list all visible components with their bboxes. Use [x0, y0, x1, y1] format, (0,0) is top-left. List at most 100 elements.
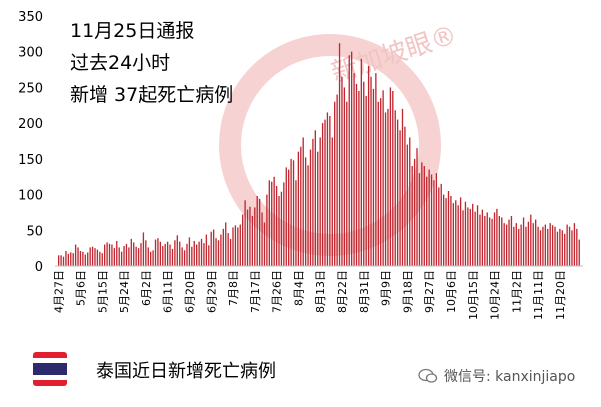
bar	[365, 96, 367, 266]
x-tick-label: 11月20日	[554, 270, 567, 320]
wechat-account: 微信号: kanxinjiapo	[418, 366, 575, 386]
x-tick-label: 9月18日	[401, 270, 414, 313]
bar	[438, 187, 440, 266]
bar	[515, 223, 517, 266]
wechat-id: 微信号: kanxinjiapo	[444, 369, 576, 385]
bar	[135, 246, 137, 266]
bar	[120, 251, 123, 266]
bar	[273, 176, 275, 266]
x-tick-label: 7月26日	[271, 270, 284, 313]
bar	[222, 228, 224, 266]
bar	[113, 248, 116, 266]
bars	[58, 43, 580, 267]
x-tick-label: 6月11日	[162, 270, 175, 313]
bar	[142, 232, 145, 266]
bar	[324, 119, 326, 266]
bar	[409, 137, 411, 266]
y-tick-label: 350	[18, 10, 43, 25]
bar	[280, 191, 283, 266]
bar	[428, 169, 430, 266]
bar	[496, 208, 498, 266]
bar	[263, 222, 266, 266]
bar	[530, 214, 532, 266]
wechat-icon	[418, 368, 438, 383]
bar	[355, 83, 358, 266]
bar	[338, 43, 341, 266]
bar	[350, 51, 353, 267]
bar	[488, 217, 491, 266]
bar	[227, 233, 229, 266]
bar	[188, 237, 191, 266]
bar	[77, 247, 79, 266]
bar	[101, 253, 103, 266]
bar	[392, 91, 394, 266]
bar	[435, 173, 438, 266]
x-axis: 4月27日 5月6日 5月15日 5月24日 6月2日 6月11日 6月20日 6月29日 7月…	[53, 270, 567, 320]
bar	[283, 182, 285, 266]
bar	[544, 224, 547, 266]
bar	[573, 223, 576, 266]
bar	[152, 250, 154, 266]
bar	[266, 194, 268, 266]
bar	[539, 230, 542, 266]
bar	[164, 243, 166, 266]
bar	[505, 224, 508, 266]
bar	[384, 112, 387, 267]
bar	[341, 76, 343, 267]
x-tick-label: 10月6日	[445, 270, 458, 313]
bar	[94, 248, 96, 266]
bar	[343, 87, 346, 267]
bar	[336, 94, 338, 266]
legend-label: 泰国近日新增死亡病例	[96, 361, 276, 382]
bar	[404, 126, 406, 267]
bar	[554, 226, 556, 266]
bar	[518, 228, 520, 266]
bar	[498, 216, 501, 266]
bar	[254, 207, 256, 266]
bar	[510, 216, 513, 266]
bar	[125, 243, 128, 266]
bar	[423, 166, 425, 266]
bar	[353, 73, 355, 266]
bar	[261, 212, 263, 266]
bar	[382, 90, 384, 266]
bar	[74, 244, 77, 266]
bar	[380, 98, 382, 266]
bar	[520, 224, 522, 266]
bar	[547, 228, 549, 266]
bar	[242, 214, 244, 266]
bar	[166, 241, 169, 266]
bar	[128, 247, 130, 266]
bar	[162, 246, 164, 266]
bar	[288, 169, 290, 266]
bar	[234, 225, 237, 266]
bar	[319, 137, 321, 266]
x-tick-label: 7月8日	[227, 270, 240, 306]
bar	[481, 209, 484, 266]
y-tick-label: 0	[35, 260, 43, 275]
bar	[317, 151, 319, 266]
x-tick-label: 8月4日	[292, 270, 305, 306]
bar	[118, 247, 120, 266]
bar	[571, 230, 573, 266]
bar	[406, 144, 408, 266]
y-tick-label: 300	[18, 46, 43, 61]
bar	[246, 209, 249, 266]
bar	[72, 253, 74, 266]
bar	[62, 256, 65, 266]
bar	[484, 216, 486, 266]
x-tick-label: 9月9日	[380, 270, 393, 306]
bar	[442, 194, 445, 266]
bar	[326, 112, 329, 267]
bar	[399, 130, 401, 266]
bar	[387, 108, 389, 266]
bar	[426, 176, 428, 266]
y-tick-label: 50	[26, 224, 43, 239]
bar	[564, 233, 566, 266]
bar	[292, 160, 295, 266]
y-tick-label: 250	[18, 81, 43, 96]
bar	[208, 245, 210, 266]
bar	[421, 162, 423, 266]
